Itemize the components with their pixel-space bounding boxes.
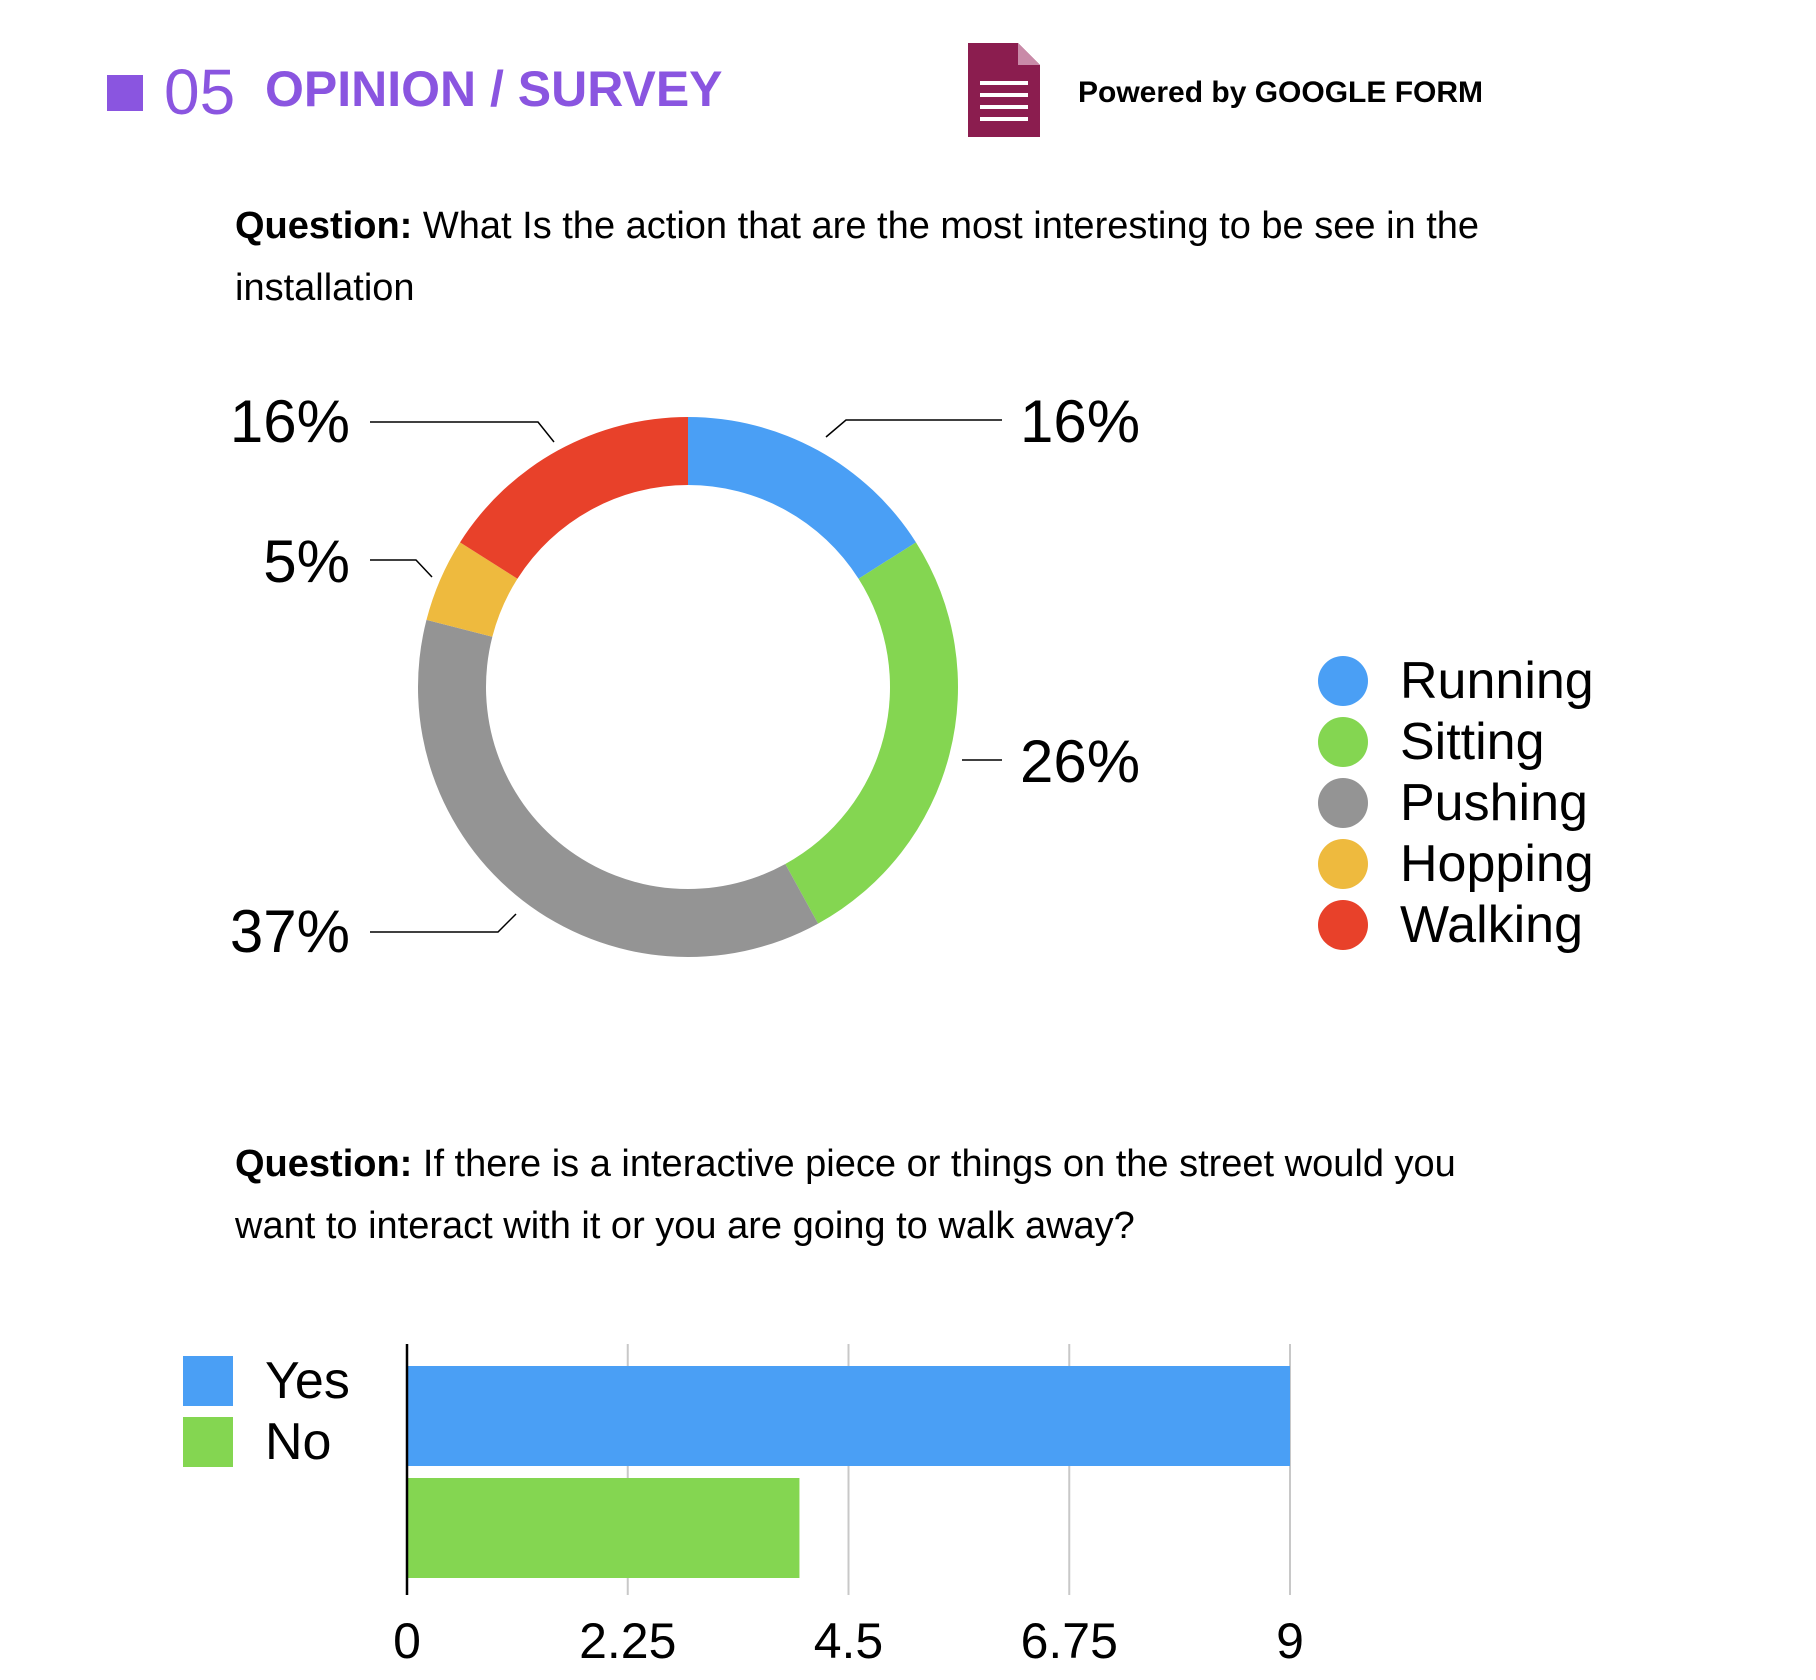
- legend-item-walking: Walking: [1318, 894, 1594, 955]
- question-1-text: What Is the action that are the most int…: [235, 205, 1480, 309]
- legend-label: Pushing: [1400, 773, 1588, 832]
- legend-swatch: [1318, 838, 1368, 889]
- question-2-label: Question:: [235, 1143, 413, 1185]
- question-1: Question: What Is the action that are th…: [235, 195, 1535, 319]
- x-tick-label: 4.5: [814, 1613, 884, 1669]
- legend-label: Hopping: [1400, 834, 1594, 893]
- bar-yes: [407, 1366, 1290, 1466]
- legend-label: Yes: [265, 1351, 350, 1410]
- section-marker-square: [107, 75, 143, 111]
- bar-chart: 0 2.25 4.5 6.75 9: [393, 1344, 1304, 1669]
- legend-label: Running: [1400, 651, 1594, 710]
- legend-swatch: [1318, 899, 1368, 950]
- donut-legend: Running Sitting Pushing Hopping Walking: [1318, 650, 1594, 955]
- x-tick-label: 2.25: [579, 1613, 676, 1669]
- donut-data-label: 16%: [1020, 388, 1140, 455]
- legend-swatch: [1318, 777, 1368, 828]
- donut-data-label: 16%: [230, 388, 350, 455]
- donut-slice-sitting: [785, 542, 958, 924]
- leader-line: [825, 419, 1002, 438]
- legend-item-running: Running: [1318, 650, 1594, 711]
- question-2-text: If there is a interactive piece or thing…: [235, 1143, 1456, 1247]
- donut-data-label: 5%: [263, 528, 350, 595]
- x-tick-label: 0: [393, 1613, 421, 1669]
- legend-label: No: [265, 1412, 332, 1471]
- leader-line: [370, 559, 433, 578]
- legend-swatch: [183, 1416, 233, 1467]
- legend-item-no: No: [183, 1411, 350, 1472]
- donut-data-label: 37%: [230, 898, 350, 965]
- legend-swatch: [1318, 716, 1368, 767]
- legend-label: Walking: [1400, 895, 1584, 954]
- section-number: 05: [164, 56, 236, 128]
- donut-chart: 16% 26% 37% 5% 16%: [230, 388, 1140, 965]
- section-title: OPINION / SURVEY: [265, 61, 723, 117]
- donut-slice-running: [688, 417, 916, 579]
- powered-by-label: Powered by GOOGLE FORM: [1078, 76, 1484, 109]
- question-2: Question: If there is a interactive piec…: [235, 1133, 1535, 1257]
- donut-data-label: 26%: [1020, 728, 1140, 795]
- donut-slice-pushing: [418, 619, 819, 957]
- legend-swatch: [183, 1355, 233, 1406]
- legend-item-hopping: Hopping: [1318, 833, 1594, 894]
- legend-swatch: [1318, 655, 1368, 706]
- bar-no: [407, 1478, 800, 1578]
- donut-slice-hopping: [426, 542, 518, 637]
- donut-slice-walking: [460, 417, 688, 579]
- bar-legend: Yes No: [183, 1350, 350, 1472]
- leader-line: [370, 913, 517, 933]
- legend-label: Sitting: [1400, 712, 1545, 771]
- google-form-icon: [968, 43, 1040, 137]
- legend-item-pushing: Pushing: [1318, 772, 1594, 833]
- leader-line: [370, 421, 555, 443]
- legend-item-sitting: Sitting: [1318, 711, 1594, 772]
- legend-item-yes: Yes: [183, 1350, 350, 1411]
- question-1-label: Question:: [235, 205, 413, 247]
- x-tick-label: 6.75: [1021, 1613, 1118, 1669]
- x-tick-label: 9: [1276, 1613, 1304, 1669]
